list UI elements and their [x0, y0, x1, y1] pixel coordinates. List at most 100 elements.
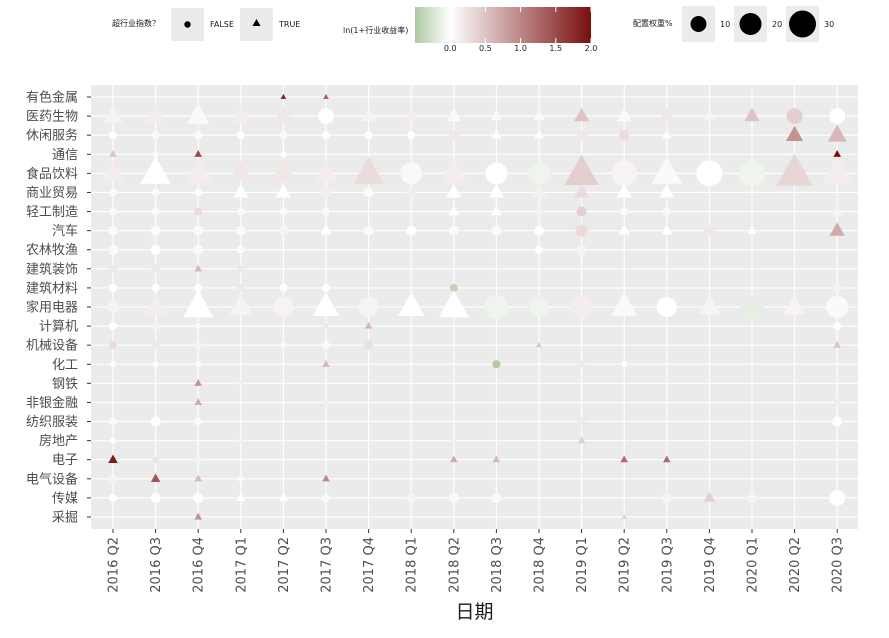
data-point-circle [109, 264, 117, 273]
data-point-circle [237, 475, 244, 482]
data-point-circle [193, 492, 204, 503]
x-tick-label: 2019 Q3 [660, 537, 675, 593]
data-point-circle [110, 437, 116, 444]
data-point-circle [575, 224, 588, 237]
data-point-triangle [103, 105, 123, 123]
data-point-circle [322, 493, 330, 502]
y-tick-label: 医药生物 [26, 110, 78, 125]
data-point-circle [829, 489, 846, 506]
data-point-triangle [320, 224, 332, 235]
data-point-circle [109, 341, 117, 350]
data-point-circle [576, 206, 587, 217]
data-point-circle [236, 283, 245, 292]
data-point-circle [194, 417, 203, 426]
data-point-circle [323, 323, 329, 330]
data-point-triangle [450, 455, 458, 463]
data-point-triangle [397, 292, 425, 317]
data-point-circle [152, 361, 159, 368]
data-point-triangle [663, 455, 671, 463]
x-tick-label: 2017 Q4 [362, 537, 377, 593]
data-point-circle [237, 380, 244, 387]
data-point-circle [108, 225, 118, 236]
data-point-circle [407, 131, 416, 140]
data-point-circle [321, 187, 331, 198]
data-point-circle [491, 225, 502, 236]
x-tick-label: 2016 Q2 [107, 537, 122, 593]
data-point-circle [322, 131, 330, 140]
data-point-triangle [661, 224, 673, 235]
y-tick-label: 计算机 [39, 320, 78, 335]
x-tick-label: 2016 Q3 [149, 537, 164, 593]
data-point-triangle [776, 153, 813, 186]
legend-color-tick-label: 0.5 [479, 44, 492, 53]
data-point-circle [194, 188, 203, 197]
data-point-circle [109, 188, 117, 197]
legend-color-tick-label: 0.0 [444, 44, 457, 53]
data-point-triangle [150, 473, 161, 483]
color-gradient-bar [415, 7, 591, 43]
data-point-circle [279, 131, 288, 140]
x-tick-label: 2018 Q1 [405, 537, 420, 593]
data-point-circle [109, 493, 117, 502]
legend-color-ticks: 0.0 0.5 1.0 1.5 2.0 [444, 7, 597, 53]
data-point-circle [236, 131, 245, 140]
data-point-circle [747, 492, 757, 503]
data-point-circle [279, 207, 288, 216]
legend-size-20-label: 20 [772, 20, 782, 29]
y-tick-label: 通信 [52, 148, 78, 163]
data-point-triangle [533, 109, 545, 120]
data-point-circle [826, 295, 849, 318]
data-point-circle [363, 340, 374, 351]
legend-size-30-marker [789, 10, 816, 38]
data-point-circle [484, 294, 509, 319]
legend-color-tick-label: 1.0 [514, 44, 527, 53]
y-axis: 有色金属医药生物休闲服务通信食品饮料商业贸易轻工制造汽车农林牧渔建筑装饰建筑材料… [26, 90, 91, 525]
data-point-circle [576, 244, 587, 255]
data-point-circle [704, 225, 715, 236]
data-point-circle [150, 225, 161, 236]
legend-size-30-label: 30 [824, 20, 834, 29]
data-point-triangle [492, 455, 501, 463]
data-point-circle [109, 207, 117, 216]
data-point-triangle [109, 150, 117, 157]
y-tick-label: 采掘 [52, 510, 78, 525]
data-point-circle [151, 264, 160, 273]
data-point-circle [323, 399, 329, 406]
data-point-circle [535, 245, 543, 254]
legend-color: ln(1+行业收益率) 0.0 0.5 1.0 1.5 2.0 [343, 7, 597, 53]
data-point-circle [696, 160, 723, 187]
data-point-triangle [314, 160, 338, 182]
data-point-triangle [184, 158, 212, 183]
data-point-circle [620, 207, 629, 216]
x-tick-label: 2020 Q2 [788, 537, 803, 593]
data-point-circle [150, 492, 161, 503]
data-point-triangle [833, 340, 841, 348]
legend-size-20-marker [739, 13, 762, 35]
data-point-triangle [822, 156, 853, 184]
data-point-triangle [323, 93, 329, 99]
data-point-circle [279, 283, 288, 292]
legend: 超行业指数？ FALSE TRUE ln(1+行业收益率) 0.0 0.5 1.0 1… [112, 6, 834, 53]
y-tick-label: 钢铁 [52, 377, 78, 392]
data-point-circle [195, 323, 202, 330]
data-point-circle [406, 492, 417, 503]
data-point-circle [195, 456, 202, 463]
data-point-circle [528, 162, 550, 185]
legend-shape-title: 超行业指数？ [112, 18, 160, 28]
data-point-circle [150, 244, 161, 255]
data-point-triangle [491, 129, 502, 139]
data-point-circle [318, 108, 334, 125]
data-point-circle [656, 296, 677, 317]
legend-size: 配置权重% 10 20 30 [633, 6, 834, 42]
data-point-circle [195, 361, 202, 368]
data-point-circle [619, 130, 630, 141]
data-point-triangle [488, 184, 504, 198]
data-point-triangle [194, 474, 202, 482]
data-point-triangle [490, 109, 503, 120]
data-point-triangle [446, 184, 462, 198]
data-point-circle [151, 207, 160, 216]
data-point-circle [621, 361, 628, 368]
x-tick-label: 2019 Q2 [618, 537, 633, 593]
y-tick-label: 房地产 [39, 433, 78, 449]
data-point-circle [152, 456, 159, 463]
